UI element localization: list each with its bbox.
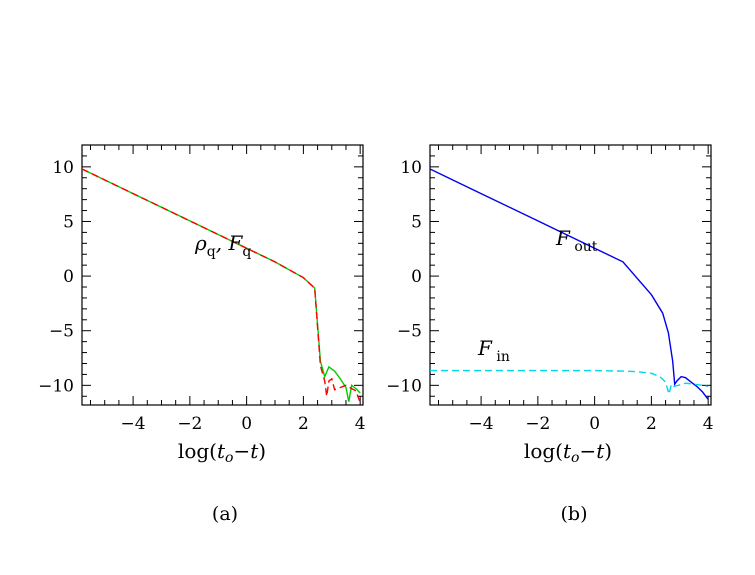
y-tick-label: 0 [411, 267, 422, 287]
series-line-fin [430, 369, 709, 395]
plot-frame [429, 144, 712, 406]
y-tick-label: 5 [63, 212, 74, 232]
y-tick-label: 10 [400, 158, 422, 178]
x-tick-label: −4 [469, 414, 494, 434]
panel-a-xlabel: log(to−t) [178, 439, 266, 466]
panel-b: −4 −2 0 2 4 10 5 0 −5 −10 F out F in log(to−t) (b… [386, 144, 714, 525]
panel-b-annotation-fin: F in [477, 336, 510, 365]
y-tick-label: 10 [52, 158, 74, 178]
y-tick-label: −10 [38, 376, 74, 396]
series-line-0 [82, 168, 361, 402]
x-tick-label: −2 [177, 414, 202, 434]
y-tick-label: −5 [49, 322, 74, 342]
series-line-1 [82, 168, 361, 404]
y-tick-label: −10 [386, 376, 422, 396]
x-tick-label: 4 [355, 414, 366, 434]
panel-b-caption: (b) [561, 503, 588, 525]
x-tick-label: 0 [241, 414, 252, 434]
plot-frame [81, 144, 364, 406]
x-tick-label: −2 [525, 414, 550, 434]
x-tick-label: 2 [298, 414, 309, 434]
panel-a: −4 −2 0 2 4 10 5 0 −5 −10 ρq, Fq log(to−t) (a) [38, 144, 366, 525]
x-tick-label: 4 [703, 414, 714, 434]
panel-a-plot: −4 −2 0 2 4 10 5 0 −5 −10 [38, 144, 366, 434]
x-tick-label: 2 [646, 414, 657, 434]
panel-b-annotation-fout: F out [555, 226, 598, 255]
series-line-fout [430, 168, 709, 400]
panel-b-plot: −4 −2 0 2 4 10 5 0 −5 −10 [386, 144, 714, 434]
panel-a-annotation: ρq, Fq [194, 231, 251, 260]
y-tick-label: 0 [63, 267, 74, 287]
x-tick-label: 0 [589, 414, 600, 434]
panel-a-caption: (a) [212, 503, 238, 525]
panel-b-xlabel: log(to−t) [524, 439, 612, 466]
y-tick-label: −5 [397, 322, 422, 342]
y-tick-label: 5 [411, 212, 422, 232]
x-tick-label: −4 [121, 414, 146, 434]
